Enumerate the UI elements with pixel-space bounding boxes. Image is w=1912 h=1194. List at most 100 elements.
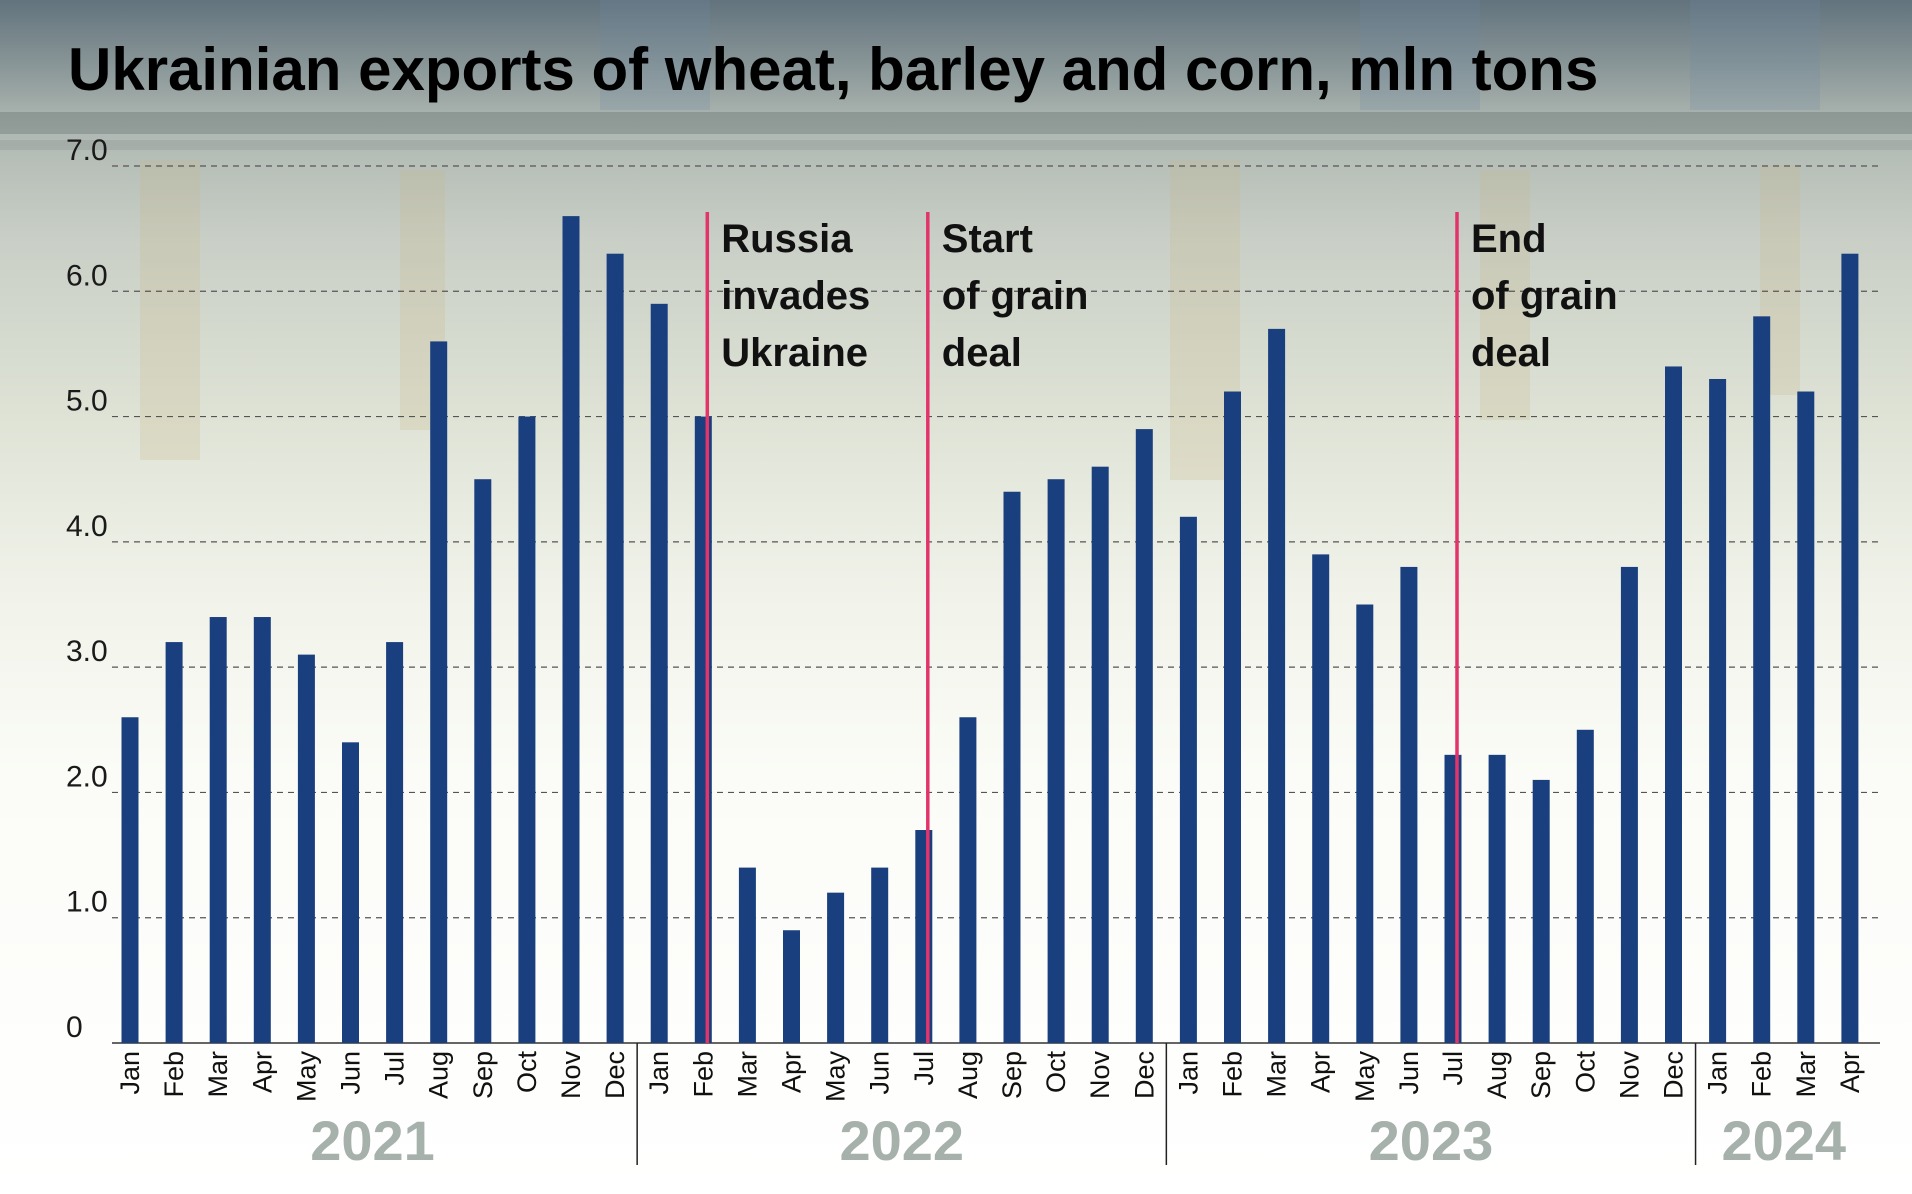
bar [1797,391,1815,1043]
bar [1135,429,1153,1044]
annotation-text: Ukraine [721,331,868,375]
x-tick-label: Sep [1526,1051,1556,1099]
x-tick-label: Apr [247,1051,277,1093]
year-label: 2023 [1369,1109,1494,1172]
bar [1709,378,1727,1043]
x-tick-label: Mar [1791,1051,1821,1098]
bar [871,867,889,1043]
bar [959,717,977,1043]
x-tick-label: Apr [777,1051,807,1093]
bar [1003,491,1021,1043]
bar [1444,754,1462,1043]
year-labels: 2021 2022 2023 2024 [310,1043,1846,1172]
bar [1841,253,1859,1043]
x-tick-label: Oct [1570,1051,1600,1094]
x-tick-label: Jan [115,1051,145,1095]
bar [518,416,536,1044]
bar [1753,316,1771,1043]
x-tick-label: Nov [1085,1051,1115,1100]
x-tick-label: Mar [732,1051,762,1098]
bar [342,742,359,1043]
bar [474,479,492,1043]
annotation-text: deal [942,331,1022,375]
bar [694,416,712,1044]
x-tick-label: Jun [865,1051,895,1095]
x-tick-label: Dec [1659,1051,1689,1099]
x-tick-label: Jan [644,1051,674,1095]
y-tick-label: 3.0 [66,635,108,668]
x-tick-label: May [1350,1051,1380,1103]
x-tick-label: Jul [380,1051,410,1086]
y-tick-label: 7.0 [66,134,108,167]
y-tick-label: 5.0 [66,385,108,418]
bar [606,253,624,1043]
x-tick-label: Dec [1129,1051,1159,1099]
x-axis-ticks: Jan Feb Mar Apr May Jun Jul Aug Sep Oct Nov Dec Jan F… [115,1051,1865,1103]
bar [1356,604,1374,1043]
x-tick-label: Feb [1218,1051,1248,1098]
annotation-text: of grain [1471,274,1618,318]
x-tick-label: Aug [953,1051,983,1099]
x-tick-label: Oct [1041,1051,1071,1094]
bar [915,830,933,1043]
x-tick-label: Jul [909,1051,939,1086]
x-tick-label: May [291,1051,321,1103]
bar [1532,779,1550,1043]
bar [386,642,404,1043]
bar [738,867,756,1043]
x-tick-label: Nov [556,1051,586,1100]
year-label: 2021 [310,1109,435,1172]
x-tick-label: Feb [1747,1051,1777,1098]
bar [1179,516,1197,1043]
x-tick-label: Aug [1482,1051,1512,1099]
y-tick-label: 2.0 [66,760,108,793]
bar [1400,566,1418,1043]
bar [1091,466,1109,1044]
bar [121,717,139,1043]
x-tick-label: Mar [203,1051,233,1098]
bar [1576,729,1594,1043]
x-tick-label: Sep [468,1051,498,1099]
year-label: 2024 [1721,1109,1846,1172]
x-tick-label: Jun [1394,1051,1424,1095]
bar [1268,328,1286,1043]
bar [1620,566,1638,1043]
y-tick-label: 4.0 [66,510,108,543]
x-tick-label: Sep [997,1051,1027,1099]
y-axis-ticks: 0 1.0 2.0 3.0 4.0 5.0 6.0 7.0 [66,134,108,1044]
x-tick-label: Feb [159,1051,189,1098]
year-label: 2022 [839,1109,964,1172]
bar [253,617,271,1043]
annotation-text: invades [721,274,870,318]
x-tick-label: Jan [1173,1051,1203,1095]
annotation-text: End [1471,217,1547,261]
bar [1488,754,1506,1043]
x-tick-label: Feb [688,1051,718,1098]
bar [297,654,315,1043]
bar [165,642,183,1043]
x-tick-label: Dec [600,1051,630,1099]
bar [430,341,448,1043]
annotation-text: deal [1471,331,1551,375]
x-tick-label: Jul [1438,1051,1468,1086]
bar [783,930,800,1043]
bar [650,303,668,1043]
y-tick-label: 1.0 [66,886,108,919]
bars [121,216,1859,1044]
bar [562,216,580,1044]
bar [209,617,227,1043]
bar [1312,554,1330,1043]
x-tick-label: Apr [1835,1051,1865,1093]
chart-title: Ukrainian exports of wheat, barley and c… [68,36,1598,103]
bar [1665,366,1682,1043]
annotation-text: Russia [721,217,853,261]
bar [827,892,845,1043]
x-tick-label: Apr [1306,1051,1336,1093]
x-tick-label: Jan [1703,1051,1733,1095]
y-tick-label: 0 [66,1011,83,1044]
x-tick-label: Nov [1614,1051,1644,1100]
x-tick-label: Mar [1262,1051,1292,1098]
